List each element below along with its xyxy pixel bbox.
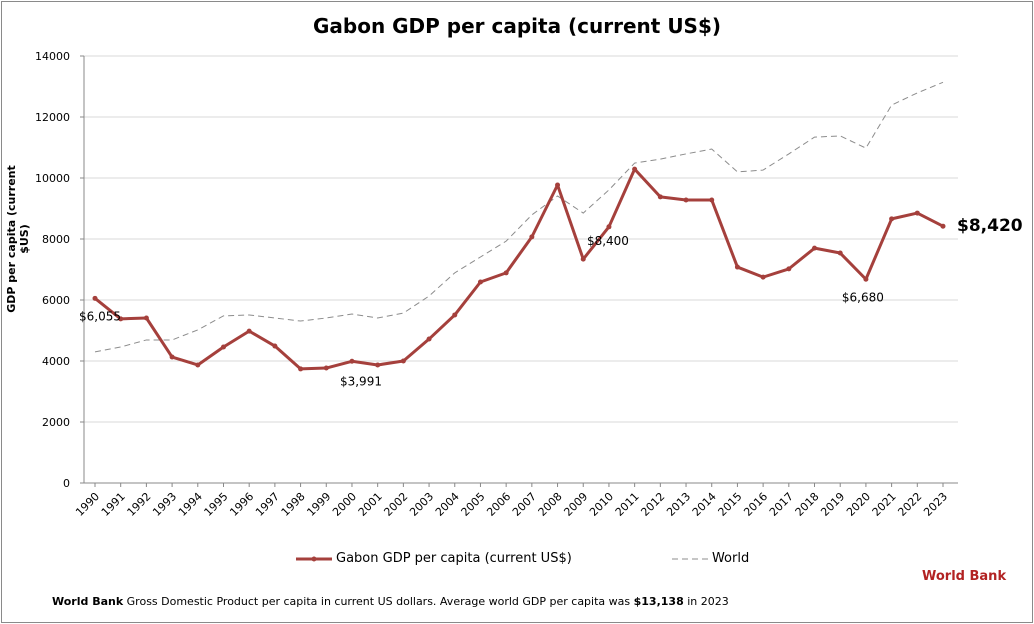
series-gabon-point xyxy=(555,182,561,188)
series-gabon-point xyxy=(709,197,715,203)
x-tick-label: 2009 xyxy=(561,490,590,519)
footer-value: $13,138 xyxy=(633,595,684,608)
x-tick-label: 2022 xyxy=(895,490,924,519)
series-gabon-point xyxy=(529,234,535,240)
x-tick-label: 2007 xyxy=(510,490,539,519)
legend-gabon-swatch xyxy=(296,556,332,561)
x-tick-label: 2019 xyxy=(818,490,847,519)
series-gabon-point xyxy=(298,366,304,372)
x-tick-label: 2003 xyxy=(407,490,436,519)
series-gabon-point xyxy=(632,166,638,172)
x-tick-label: 2020 xyxy=(844,490,873,519)
series-gabon-point xyxy=(837,250,843,256)
x-tick-label: 1992 xyxy=(125,490,154,519)
x-tick-label: 2008 xyxy=(536,490,565,519)
x-tick-label: 1998 xyxy=(279,490,308,519)
x-tick-label: 2016 xyxy=(741,490,770,519)
series-gabon-point xyxy=(657,194,663,200)
x-tick-label: 2018 xyxy=(793,490,822,519)
legend-world-label: World xyxy=(711,551,750,566)
series-gabon-point xyxy=(272,343,278,349)
y-tick-label: 0 xyxy=(63,477,70,490)
series-gabon-point xyxy=(195,362,201,368)
footer-source: World Bank xyxy=(52,595,124,608)
brand-label: World Bank xyxy=(922,569,1007,584)
x-tick-label: 2012 xyxy=(638,490,667,519)
x-tick-label: 2006 xyxy=(484,490,513,519)
x-tick-label: 1997 xyxy=(253,490,282,519)
x-tick-label: 1995 xyxy=(202,490,231,519)
series-gabon-point xyxy=(452,312,458,318)
x-tick-label: 2001 xyxy=(356,490,385,519)
y-tick-label: 6000 xyxy=(42,294,70,307)
x-tick-label: 2002 xyxy=(381,490,410,519)
x-tick-label: 1996 xyxy=(227,490,256,519)
series-gabon-point xyxy=(169,354,175,360)
series-gabon-point xyxy=(863,276,869,282)
x-tick-label: 2010 xyxy=(587,490,616,519)
series-gabon-point xyxy=(940,223,946,229)
x-tick-label: 2005 xyxy=(459,490,488,519)
x-tick-label: 2004 xyxy=(433,490,462,519)
y-tick-label: 4000 xyxy=(42,355,70,368)
series-gabon-point xyxy=(400,358,406,364)
series-gabon-point xyxy=(375,362,381,368)
series-gabon-point xyxy=(426,336,432,342)
series-gabon-point xyxy=(606,224,612,230)
series-gabon-point xyxy=(580,256,586,262)
legend-world: World xyxy=(671,551,750,566)
legend-gabon-label: Gabon GDP per capita (current US$) xyxy=(336,551,572,566)
series-gabon-point xyxy=(92,295,98,301)
series-gabon-point xyxy=(760,274,766,280)
data-label: $3,991 xyxy=(340,374,382,388)
x-tick-label: 1990 xyxy=(73,490,102,519)
x-tick-label: 1994 xyxy=(176,490,205,519)
x-tick-label: 2013 xyxy=(664,490,693,519)
chart-title: Gabon GDP per capita (current US$) xyxy=(312,14,722,38)
x-tick-label: 2017 xyxy=(767,490,796,519)
y-tick-label: 10000 xyxy=(35,172,70,185)
x-tick-label: 2021 xyxy=(870,490,899,519)
series-gabon-point xyxy=(349,358,355,364)
series-gabon-point xyxy=(220,344,226,350)
x-tick-label: 2014 xyxy=(690,490,719,519)
data-label: $8,420 xyxy=(957,216,1023,236)
x-tick-label: 1991 xyxy=(99,490,128,519)
x-tick-label: 1993 xyxy=(150,490,179,519)
footer-text: Gross Domestic Product per capita in cur… xyxy=(123,595,634,608)
series-gabon-point xyxy=(914,210,920,216)
y-tick-label: 8000 xyxy=(42,233,70,246)
series-gabon-point xyxy=(118,316,124,322)
series-world-line xyxy=(94,81,944,353)
x-tick-label: 2015 xyxy=(716,490,745,519)
series-gabon-point xyxy=(143,315,149,321)
x-tick-label: 1999 xyxy=(304,490,333,519)
series-gabon-point xyxy=(323,365,329,371)
footer-note: World Bank Gross Domestic Product per ca… xyxy=(52,595,729,608)
y-tick-label: 14000 xyxy=(35,50,70,63)
y-tick-label: 12000 xyxy=(35,111,70,124)
series-gabon-point xyxy=(503,270,509,276)
series-gabon-point xyxy=(812,245,818,251)
series-gabon-point xyxy=(889,216,895,222)
data-label: $6,680 xyxy=(842,290,884,304)
series-gabon-point xyxy=(734,264,740,270)
legend-gabon: Gabon GDP per capita (current US$) xyxy=(296,551,572,566)
x-tick-label: 2011 xyxy=(613,490,642,519)
x-tick-label: 2023 xyxy=(921,490,950,519)
series-gabon-point xyxy=(786,266,792,272)
legend-world-swatch xyxy=(671,558,708,559)
data-label: $6,055 xyxy=(79,309,121,323)
series-gabon-point xyxy=(683,197,689,203)
series-gabon-line xyxy=(94,167,944,371)
data-label: $8,400 xyxy=(587,234,629,248)
y-tick-label: 2000 xyxy=(42,416,70,429)
legend: Gabon GDP per capita (current US$) World xyxy=(296,551,749,568)
series-gabon-point xyxy=(246,328,252,334)
series-gabon-point xyxy=(477,279,483,285)
footer-suffix: in 2023 xyxy=(683,595,729,608)
x-tick-label: 2000 xyxy=(330,490,359,519)
